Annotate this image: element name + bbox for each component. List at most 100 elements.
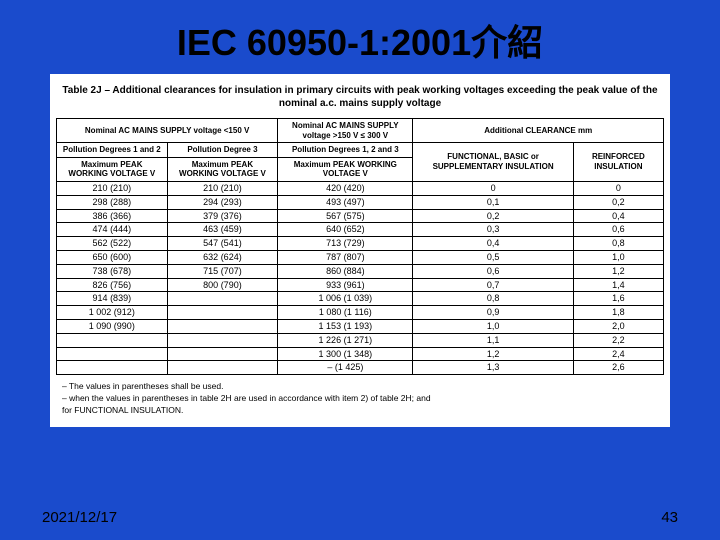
table-body: 210 (210)210 (210)420 (420)00298 (288)29… [57,181,664,374]
table-cell: 800 (790) [167,278,278,292]
table-cell: 0,6 [413,264,573,278]
head-nominal-300: Nominal AC MAINS SUPPLY voltage >150 V ≤… [278,119,413,143]
table-cell: 1,0 [573,250,663,264]
note-line: – The values in parentheses shall be use… [62,381,658,391]
slide-title: IEC 60950-1:2001介紹 [0,0,720,74]
table-cell: 1 153 (1 193) [278,319,413,333]
table-row: 474 (444)463 (459)640 (652)0,30,6 [57,223,664,237]
table-cell: 0,8 [413,292,573,306]
table-cell: 1,0 [413,319,573,333]
head-nominal-150: Nominal AC MAINS SUPPLY voltage <150 V [57,119,278,143]
table-cell: 493 (497) [278,195,413,209]
table-cell: 1 226 (1 271) [278,333,413,347]
table-cell [167,306,278,320]
table-cell: 294 (293) [167,195,278,209]
table-cell: 1,2 [413,347,573,361]
table-cell: 632 (624) [167,250,278,264]
table-cell: 0,6 [573,223,663,237]
table-cell: 1 006 (1 039) [278,292,413,306]
table-cell [167,347,278,361]
head-pd3: Pollution Degree 3 [167,143,278,158]
table-row: 210 (210)210 (210)420 (420)00 [57,181,664,195]
table-cell: 1,4 [573,278,663,292]
table-cell: 0,7 [413,278,573,292]
table-row: 386 (366)379 (376)567 (575)0,20,4 [57,209,664,223]
table-cell: 1 080 (1 116) [278,306,413,320]
table-row: 298 (288)294 (293)493 (497)0,10,2 [57,195,664,209]
table-row: 1 090 (990) 1 153 (1 193)1,02,0 [57,319,664,333]
table-cell: 0,2 [573,195,663,209]
table-caption: Table 2J – Additional clearances for ins… [56,80,664,118]
table-cell: 2,4 [573,347,663,361]
table-cell: 0,4 [573,209,663,223]
table-cell: 826 (756) [57,278,168,292]
note-line: – when the values in parentheses in tabl… [62,393,658,403]
table-cell: 2,6 [573,361,663,375]
head-fbs-insulation: FUNCTIONAL, BASIC or SUPPLEMENTARY INSUL… [413,143,573,182]
table-cell: 379 (376) [167,209,278,223]
table-cell: 210 (210) [57,181,168,195]
table-cell: 0,5 [413,250,573,264]
table-cell: 713 (729) [278,237,413,251]
table-cell: 386 (366) [57,209,168,223]
table-cell: 0,1 [413,195,573,209]
table-cell [167,361,278,375]
table-cell: 1,6 [573,292,663,306]
note-line: for FUNCTIONAL INSULATION. [62,405,658,415]
table-cell: 0,9 [413,306,573,320]
table-row: 826 (756)800 (790)933 (961)0,71,4 [57,278,664,292]
table-cell: 787 (807) [278,250,413,264]
footer-page: 43 [661,509,678,526]
head-max-peak-3: Maximum PEAK WORKING VOLTAGE V [278,157,413,181]
table-cell: 2,2 [573,333,663,347]
table-cell: 0,2 [413,209,573,223]
table-cell: 0 [573,181,663,195]
table-cell: 1 090 (990) [57,319,168,333]
table-cell [167,319,278,333]
table-cell: 0,4 [413,237,573,251]
table-cell: 0 [413,181,573,195]
table-cell: 1 300 (1 348) [278,347,413,361]
head-pd123: Pollution Degrees 1, 2 and 3 [278,143,413,158]
table-cell: 640 (652) [278,223,413,237]
table-cell [57,347,168,361]
footer-date: 2021/12/17 [42,509,117,526]
table-cell: 2,0 [573,319,663,333]
table-cell: 567 (575) [278,209,413,223]
table-cell: 463 (459) [167,223,278,237]
table-row: 1 300 (1 348)1,22,4 [57,347,664,361]
table-row: 562 (522)547 (541)713 (729)0,40,8 [57,237,664,251]
table-cell: 860 (884) [278,264,413,278]
table-notes: – The values in parentheses shall be use… [56,375,664,421]
table-row: 1 226 (1 271)1,12,2 [57,333,664,347]
table-cell: 547 (541) [167,237,278,251]
table-cell: 210 (210) [167,181,278,195]
table-cell: 933 (961) [278,278,413,292]
table-panel: Table 2J – Additional clearances for ins… [50,74,670,427]
table-cell [57,333,168,347]
table-cell: 650 (600) [57,250,168,264]
table-cell: 914 (839) [57,292,168,306]
table-cell: 1,3 [413,361,573,375]
table-cell: 738 (678) [57,264,168,278]
table-cell [167,292,278,306]
head-additional-clearance: Additional CLEARANCE mm [413,119,664,143]
clearance-table: Nominal AC MAINS SUPPLY voltage <150 V N… [56,118,664,375]
table-cell: 1,2 [573,264,663,278]
head-max-peak-2: Maximum PEAK WORKING VOLTAGE V [167,157,278,181]
head-max-peak-1: Maximum PEAK WORKING VOLTAGE V [57,157,168,181]
table-cell: 298 (288) [57,195,168,209]
table-cell: 0,3 [413,223,573,237]
table-row: – (1 425)1,32,6 [57,361,664,375]
table-row: 650 (600)632 (624)787 (807)0,51,0 [57,250,664,264]
head-pd12: Pollution Degrees 1 and 2 [57,143,168,158]
table-cell [167,333,278,347]
table-cell: 1 002 (912) [57,306,168,320]
table-cell: 420 (420) [278,181,413,195]
table-cell: 562 (522) [57,237,168,251]
table-row: 738 (678)715 (707)860 (884)0,61,2 [57,264,664,278]
table-cell: 474 (444) [57,223,168,237]
table-row: 1 002 (912) 1 080 (1 116)0,91,8 [57,306,664,320]
table-cell: 1,8 [573,306,663,320]
table-cell: 715 (707) [167,264,278,278]
